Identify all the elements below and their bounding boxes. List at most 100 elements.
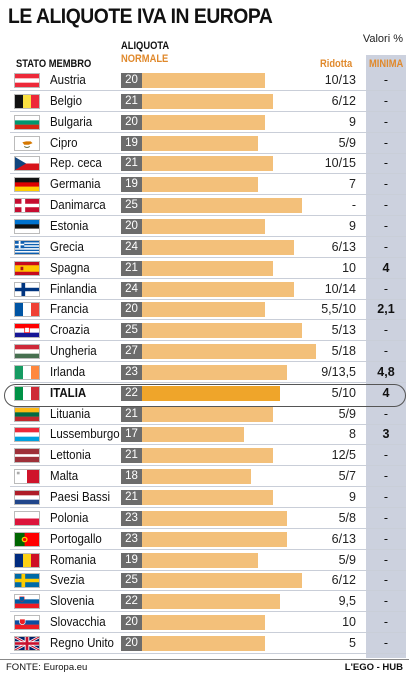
country-label: Rep. ceca bbox=[50, 156, 102, 171]
reduced-rate-value: 9 bbox=[349, 114, 356, 129]
minimum-rate-value: - bbox=[383, 281, 389, 296]
footer-divider bbox=[0, 659, 409, 660]
country-label: Regno Unito bbox=[50, 635, 114, 650]
row-separator bbox=[10, 444, 406, 446]
minimum-rate-value: - bbox=[383, 177, 389, 192]
reduced-rate-value: 10 bbox=[342, 615, 356, 630]
flag-icon-latvia bbox=[14, 448, 40, 464]
flag-icon-poland bbox=[14, 510, 40, 526]
normal-rate-value: 18 bbox=[121, 469, 142, 485]
flag-icon-germany bbox=[14, 177, 40, 193]
table-row: Romania 19 5/9 - bbox=[0, 550, 409, 571]
table-row: Lussemburgo 17 8 3 bbox=[0, 424, 409, 446]
header-aliquota: ALIQUOTA bbox=[121, 40, 170, 52]
country-label: Danimarca bbox=[50, 198, 106, 213]
flag-icon-uk bbox=[14, 635, 40, 651]
country-label: Irlanda bbox=[50, 364, 86, 379]
rate-bar bbox=[121, 114, 266, 130]
rate-bar bbox=[121, 198, 302, 214]
country-label: Germania bbox=[50, 177, 101, 192]
row-separator bbox=[10, 652, 406, 654]
minimum-rate-value: - bbox=[383, 469, 389, 484]
reduced-rate-value: 7 bbox=[349, 177, 356, 192]
row-separator bbox=[10, 527, 406, 529]
italia-highlight-outline bbox=[4, 384, 406, 407]
reduced-rate-value: 5 bbox=[349, 635, 356, 650]
minimum-rate-value: - bbox=[383, 239, 389, 254]
chart-title: LE ALIQUOTE IVA IN EUROPA bbox=[8, 5, 273, 28]
normal-rate-value: 21 bbox=[121, 260, 142, 276]
country-label: Ungheria bbox=[50, 344, 97, 359]
row-separator bbox=[10, 277, 406, 279]
minimum-rate-value: - bbox=[383, 323, 389, 338]
minimum-rate-value: - bbox=[383, 615, 389, 630]
minima-column-background bbox=[366, 55, 406, 658]
table-row: Regno Unito 20 5 - bbox=[0, 633, 409, 654]
country-label: Cipro bbox=[50, 135, 78, 150]
reduced-rate-value: 5/9 bbox=[338, 552, 356, 567]
unit-note: Valori % bbox=[362, 33, 403, 45]
normal-rate-value: 21 bbox=[121, 406, 142, 422]
row-separator bbox=[10, 215, 406, 217]
normal-rate-value: 23 bbox=[121, 510, 142, 526]
reduced-rate-value: 5/10 bbox=[331, 385, 356, 400]
rate-bar bbox=[121, 281, 295, 297]
reduced-rate-value: 6/13 bbox=[331, 531, 356, 546]
table-row: Spagna 21 10 4 bbox=[0, 258, 409, 279]
row-separator bbox=[10, 381, 406, 383]
normal-rate-value: 23 bbox=[121, 531, 142, 547]
flag-icon-portugal bbox=[14, 531, 40, 547]
flag-icon-denmark bbox=[14, 198, 40, 214]
country-label: Spagna bbox=[50, 260, 90, 275]
flag-icon-croatia bbox=[14, 323, 40, 339]
country-label: Svezia bbox=[50, 573, 85, 588]
row-separator bbox=[10, 632, 406, 634]
country-label: Lituania bbox=[50, 406, 91, 421]
flag-icon-slovakia bbox=[14, 615, 40, 631]
table-row: Slovenia 22 9,5 - bbox=[0, 591, 409, 613]
flag-icon-czech bbox=[14, 156, 40, 172]
rate-bar bbox=[121, 448, 273, 464]
normal-rate-value: 20 bbox=[121, 615, 142, 631]
table-row: Paesi Bassi 21 9 - bbox=[0, 487, 409, 508]
table-row: Estonia 20 9 - bbox=[0, 216, 409, 237]
flag-icon-malta bbox=[14, 469, 40, 485]
table-row: Austria 20 10/13 - bbox=[0, 70, 409, 91]
row-separator bbox=[10, 152, 406, 154]
header-normale: NORMALE bbox=[121, 53, 169, 65]
table-row: Ungheria 27 5/18 - bbox=[0, 341, 409, 363]
normal-rate-value: 20 bbox=[121, 73, 142, 88]
flag-icon-estonia bbox=[14, 218, 40, 234]
rate-bar bbox=[121, 406, 273, 422]
minimum-rate-value: - bbox=[383, 448, 389, 463]
minimum-rate-value: - bbox=[383, 406, 389, 421]
flag-icon-cyprus bbox=[14, 135, 40, 151]
rate-bar bbox=[121, 73, 266, 88]
minimum-rate-value: 4 bbox=[382, 385, 390, 400]
flag-icon-france bbox=[14, 302, 40, 318]
flag-icon-slovenia bbox=[14, 594, 40, 610]
reduced-rate-value: 9/13,5 bbox=[321, 364, 356, 379]
row-separator bbox=[10, 319, 406, 321]
row-separator bbox=[10, 361, 406, 363]
minimum-rate-value: - bbox=[383, 344, 389, 359]
flag-icon-luxembourg bbox=[14, 427, 40, 443]
normal-rate-value: 20 bbox=[121, 302, 142, 318]
flag-icon-spain bbox=[14, 260, 40, 276]
normal-rate-value: 19 bbox=[121, 135, 142, 151]
minimum-rate-value: - bbox=[383, 510, 389, 525]
row-separator bbox=[10, 235, 406, 237]
normal-rate-value: 23 bbox=[121, 364, 142, 380]
minimum-rate-value: - bbox=[383, 594, 389, 609]
flag-icon-austria bbox=[14, 73, 40, 88]
minimum-rate-value: - bbox=[383, 635, 389, 650]
table-row: Slovacchia 20 10 - bbox=[0, 612, 409, 634]
row-separator bbox=[10, 194, 406, 196]
rate-bar bbox=[121, 385, 280, 401]
row-separator bbox=[10, 548, 406, 550]
normal-rate-value: 24 bbox=[121, 239, 142, 255]
minimum-rate-value: - bbox=[383, 573, 389, 588]
brand-label: L'EGO - HUB bbox=[344, 662, 403, 673]
flag-icon-ireland bbox=[14, 364, 40, 380]
header-minima: MINIMA bbox=[369, 58, 404, 70]
